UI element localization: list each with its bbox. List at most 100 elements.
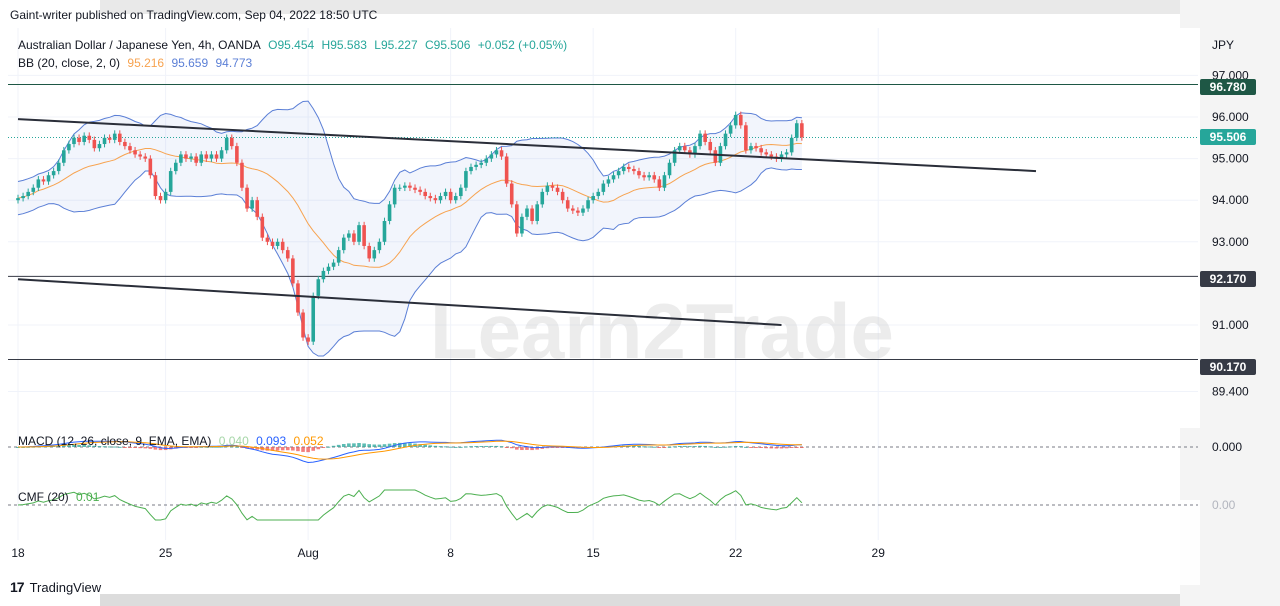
mid-level-price-box: 92.170 <box>1200 271 1256 287</box>
macd-histogram-bar <box>525 447 529 450</box>
macd-histogram-bar <box>97 446 102 448</box>
macd-histogram-bar <box>123 447 127 448</box>
date-tick-label: 25 <box>159 546 173 560</box>
macd-histogram-bar <box>372 444 377 447</box>
macd-histogram-bar <box>77 444 81 447</box>
candle-body <box>647 175 651 178</box>
candle-body <box>616 171 621 176</box>
candle-body <box>499 150 504 157</box>
high-value: H95.583 <box>321 38 367 52</box>
candle-body <box>698 133 702 147</box>
macd-histogram-bar <box>240 447 244 448</box>
bb-label[interactable]: BB (20, close, 2, 0) <box>18 56 121 70</box>
price-tick-label: 96.000 <box>1212 110 1249 124</box>
price-tick-label: 91.000 <box>1212 318 1249 332</box>
candle-body <box>433 198 438 201</box>
symbol-title[interactable]: Australian Dollar / Japanese Yen, 4h, OA… <box>18 38 261 52</box>
macd-legend: MACD (12, 26, close, 9, EMA, EMA) 0.040 … <box>18 434 328 448</box>
candle-body <box>382 221 387 242</box>
candle-body <box>224 137 229 151</box>
macd-histogram-bar <box>789 447 794 448</box>
macd-histogram-bar <box>72 444 76 447</box>
date-tick-label: 15 <box>586 546 600 560</box>
candle-body <box>728 125 733 134</box>
macd-histogram-bar <box>774 447 779 449</box>
macd-label[interactable]: MACD (12, 26, close, 9, EMA, EMA) <box>18 434 212 448</box>
candle-body <box>423 191 427 197</box>
candle-body <box>764 152 769 155</box>
macd-histogram-bar <box>749 447 753 448</box>
macd-histogram-bar <box>235 446 239 448</box>
tradingview-brand: TradingView <box>29 579 102 595</box>
candle-body <box>459 187 463 197</box>
candle-body <box>682 146 687 151</box>
macd-histogram-bar <box>677 445 682 447</box>
candle-body <box>571 208 575 211</box>
candle-body <box>240 162 244 188</box>
macd-histogram-bar <box>637 446 641 448</box>
macd-histogram-bar <box>250 447 254 450</box>
candle-body <box>555 187 560 192</box>
candle-body <box>41 179 46 182</box>
candle-body <box>306 337 310 342</box>
tradingview-logo[interactable]: 17 TradingView <box>10 579 101 595</box>
macd-histogram-bar <box>418 444 422 447</box>
macd-histogram-bar <box>515 447 519 450</box>
candle-body <box>769 154 774 157</box>
candle-body <box>336 250 341 263</box>
candle-body <box>723 133 728 147</box>
macd-histogram-bar <box>118 446 122 448</box>
candle-body <box>779 154 784 159</box>
macd-histogram-bar <box>92 445 97 447</box>
macd-histogram-bar <box>357 443 361 447</box>
macd-histogram-bar <box>769 447 774 449</box>
price-axis[interactable]: 97.000 96.000 95.000 94.000 93.000 91.000 89.4… <box>1212 68 1249 398</box>
time-axis[interactable]: 18 25 Aug 8 15 22 29 <box>11 546 885 560</box>
candle-body <box>245 187 249 209</box>
macd-histogram-bar <box>693 446 697 448</box>
candle-body <box>179 154 183 163</box>
macd-zero-label: 0.000 <box>1212 440 1242 454</box>
macd-histogram-bar <box>189 447 193 448</box>
macd-histogram-bar <box>779 447 784 449</box>
macd-histogram-bar <box>143 447 148 449</box>
candle-body <box>26 191 30 197</box>
macd-histogram-bar <box>301 447 305 452</box>
macd-histogram-bar <box>576 447 580 449</box>
candle-body <box>189 156 193 159</box>
macd-histogram-bar <box>397 442 402 447</box>
candle-body <box>581 208 585 213</box>
candle-body <box>270 241 275 246</box>
macd-histogram-bar <box>560 447 565 448</box>
candle-body <box>296 283 300 313</box>
macd-histogram-bar <box>647 446 651 448</box>
candle-body <box>260 216 265 238</box>
candle-body <box>291 258 295 284</box>
macd-histogram-bar <box>469 446 473 448</box>
candle-body <box>107 137 112 140</box>
macd-histogram-bar <box>718 446 723 448</box>
candle-body <box>331 262 336 267</box>
cmf-label[interactable]: CMF (20) <box>18 490 69 504</box>
candle-body <box>372 250 377 259</box>
candle-body <box>367 245 372 259</box>
candle-body <box>97 144 102 149</box>
macd-histogram-bar <box>128 447 132 448</box>
price-tick-label: 89.400 <box>1212 385 1249 399</box>
macd-histogram-bar <box>199 446 204 448</box>
price-tick-label: 94.000 <box>1212 193 1249 207</box>
candle-body <box>316 279 321 296</box>
watermark-text: Learn2Trade <box>430 287 894 375</box>
candle-body <box>158 196 163 201</box>
candle-body <box>540 191 545 205</box>
macd-histogram-bar <box>423 444 427 447</box>
candle-body <box>611 175 616 180</box>
cmf-legend: CMF (20) 0.01 <box>18 490 103 504</box>
macd-histogram-bar <box>494 445 499 447</box>
candle-body <box>397 187 402 189</box>
candle-body <box>606 179 611 184</box>
candle-body <box>21 196 25 199</box>
resistance-price-box: 96.780 <box>1200 79 1256 95</box>
candle-body <box>173 162 178 172</box>
macd-signal-value: 0.052 <box>293 434 324 448</box>
